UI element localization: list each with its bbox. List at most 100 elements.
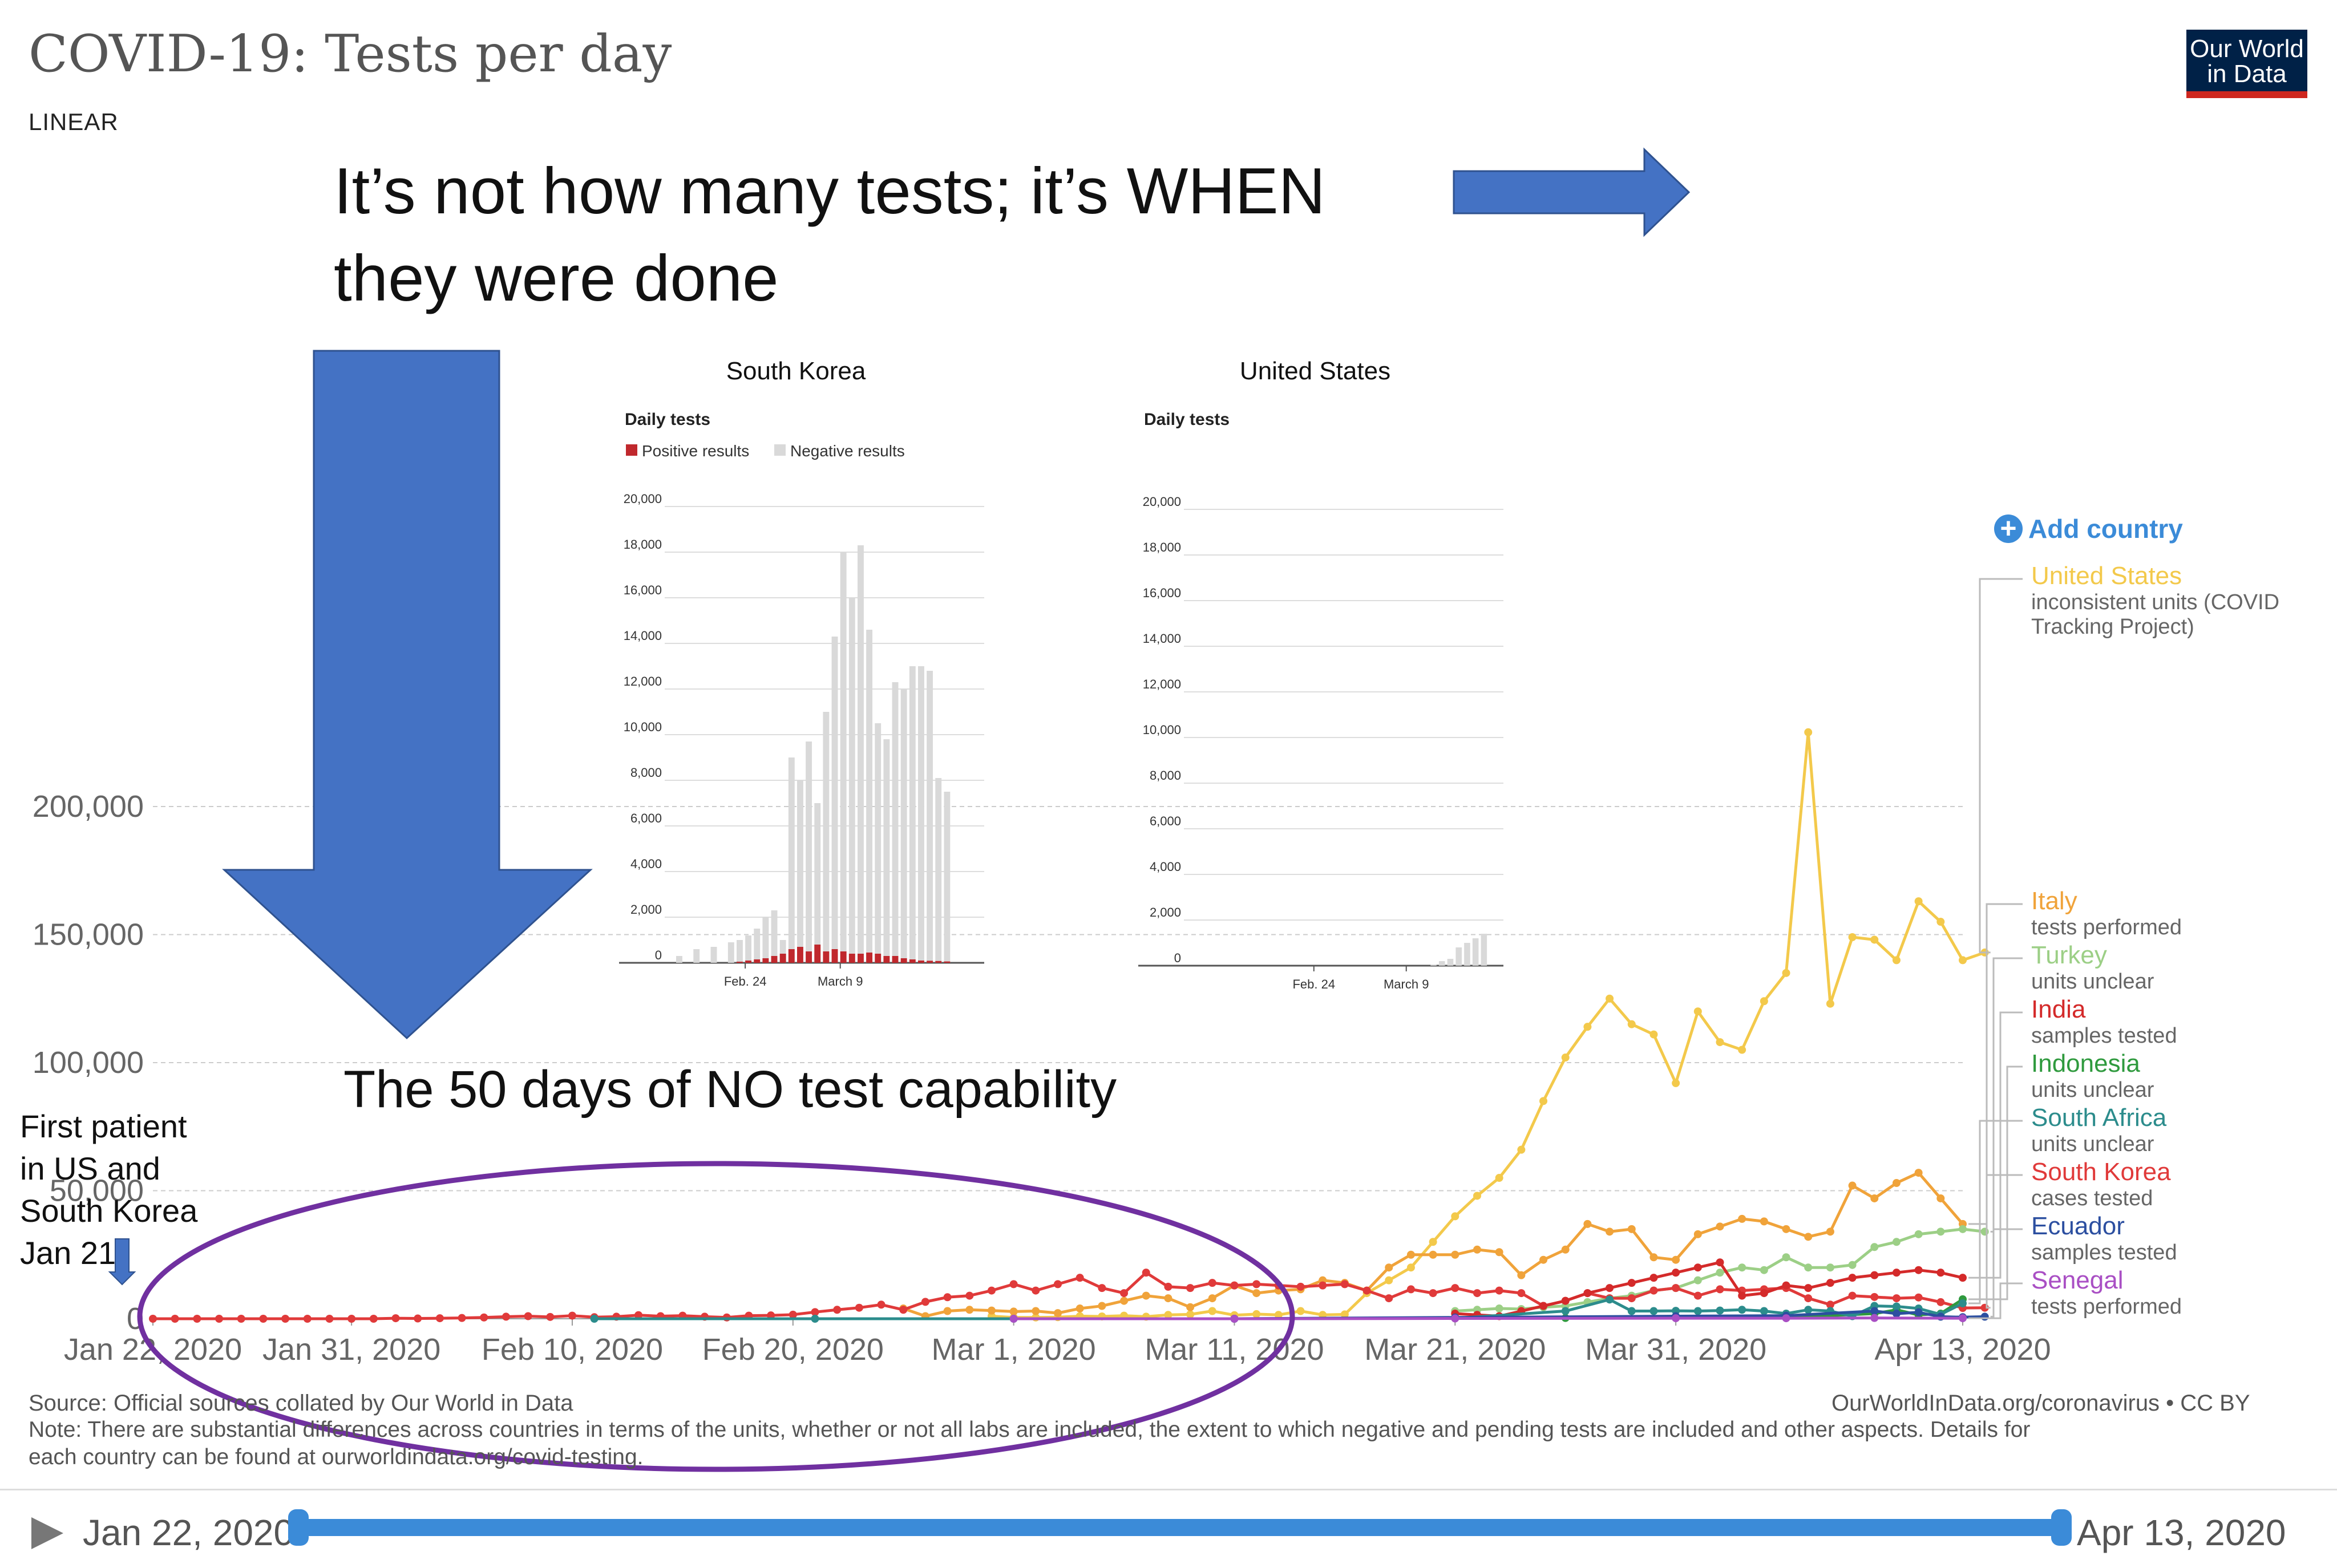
owid-logo[interactable]: Our World in Data xyxy=(2186,30,2307,98)
inset-bar xyxy=(1438,961,1445,966)
timeline-end-label: Apr 13, 2020 xyxy=(2077,1512,2286,1553)
legend-units: units unclear xyxy=(2031,1132,2154,1156)
data-point xyxy=(1561,1307,1570,1315)
data-point xyxy=(1870,1271,1879,1279)
legend-item-south-africa[interactable]: South Africa units unclear xyxy=(2031,1104,2166,1157)
data-point xyxy=(149,1315,157,1323)
plus-icon: + xyxy=(1994,514,2023,543)
data-point xyxy=(1959,1299,1967,1308)
data-point xyxy=(435,1314,444,1323)
data-point xyxy=(1075,1274,1084,1282)
license-link[interactable]: OurWorldInData.org/coronavirus • CC BY xyxy=(1831,1391,2250,1416)
inset-bar xyxy=(762,917,769,963)
data-point xyxy=(1693,1291,1702,1300)
data-point xyxy=(1870,1307,1879,1315)
data-point xyxy=(1848,1291,1857,1300)
data-point xyxy=(1826,999,1834,1008)
south-korea-inset-chart: South Korea Daily tests Positive results Ne… xyxy=(619,357,984,988)
data-point xyxy=(1451,1284,1459,1293)
data-point xyxy=(1627,1307,1636,1315)
inset-y-tick: 10,000 xyxy=(624,720,662,734)
inset-bar-positive xyxy=(892,956,899,963)
footer-divider xyxy=(0,1489,2337,1490)
legend-item-south-korea[interactable]: South Korea cases tested xyxy=(2031,1158,2171,1211)
note-line-1: Note: There are substantial differences … xyxy=(29,1417,2031,1442)
data-point xyxy=(1075,1304,1084,1313)
inset-bar xyxy=(918,666,924,963)
inset-y-tick: 10,000 xyxy=(1143,723,1181,737)
data-point xyxy=(1649,1253,1658,1262)
data-point xyxy=(1936,1298,1945,1306)
data-point xyxy=(943,1307,952,1315)
timeline-end-handle[interactable] xyxy=(2051,1509,2072,1546)
inset-legend-negative: Negative results xyxy=(790,442,905,460)
timeline-start-handle[interactable] xyxy=(288,1509,309,1546)
data-point xyxy=(1826,1300,1834,1309)
data-point xyxy=(1009,1280,1018,1289)
legend-connector xyxy=(1990,1228,2023,1318)
data-point xyxy=(1451,1314,1459,1323)
inset-bar-positive xyxy=(900,958,907,963)
legend-name: Ecuador xyxy=(2031,1212,2125,1240)
inset-bar-positive xyxy=(771,956,778,963)
data-point xyxy=(1804,1263,1813,1272)
inset-bar-positive xyxy=(779,954,786,963)
legend-item-turkey[interactable]: Turkey units unclear xyxy=(2031,941,2154,994)
data-point xyxy=(1098,1284,1106,1293)
scale-toggle-linear[interactable]: LINEAR xyxy=(29,108,119,135)
data-point xyxy=(1914,1169,1923,1177)
data-point xyxy=(524,1312,532,1320)
data-point xyxy=(1627,1294,1636,1303)
data-point xyxy=(1473,1289,1481,1298)
data-point xyxy=(1716,1306,1724,1315)
timeline-slider-track[interactable] xyxy=(294,1519,2063,1536)
data-point xyxy=(1142,1269,1150,1277)
legend-connector xyxy=(1990,957,2023,1233)
data-point xyxy=(1539,1302,1548,1310)
data-point xyxy=(943,1293,952,1302)
legend-item-indonesia[interactable]: Indonesia units unclear xyxy=(2031,1050,2154,1103)
data-point xyxy=(171,1315,179,1323)
x-tick-label: Mar 31, 2020 xyxy=(1585,1332,1766,1367)
legend-item-united-states[interactable]: United States inconsistent units (COVID Tr… xyxy=(2031,562,2279,639)
add-country-button[interactable]: + Add country xyxy=(1994,513,2183,544)
inset-y-tick: 18,000 xyxy=(1143,540,1181,554)
legend-item-senegal[interactable]: Senegal tests performed xyxy=(2031,1266,2182,1319)
inset-bar-positive xyxy=(935,961,942,963)
play-icon[interactable] xyxy=(31,1517,63,1549)
data-point xyxy=(1406,1250,1415,1259)
data-point xyxy=(1385,1294,1393,1303)
data-point xyxy=(965,1291,974,1300)
inset-bar-positive xyxy=(944,961,951,963)
legend-connectors xyxy=(1968,578,2023,1319)
data-point xyxy=(1672,1314,1680,1323)
legend-item-ecuador[interactable]: Ecuador samples tested xyxy=(2031,1212,2177,1265)
data-point xyxy=(921,1298,929,1306)
x-tick-label: Feb 20, 2020 xyxy=(702,1332,884,1367)
inset-bar-positive xyxy=(918,961,924,963)
inset-y-tick: 6,000 xyxy=(630,811,662,825)
data-point xyxy=(1672,1284,1680,1293)
inset-bar-positive xyxy=(875,954,882,963)
data-point xyxy=(1892,1294,1901,1303)
legend-units: units unclear xyxy=(2031,1078,2154,1102)
inset-bar xyxy=(727,942,734,963)
data-point xyxy=(1649,1274,1658,1282)
inset-y-tick: 4,000 xyxy=(1150,860,1181,874)
inset-y-tick: 8,000 xyxy=(1150,768,1181,783)
data-point xyxy=(1495,1304,1503,1313)
legend-item-india[interactable]: India samples tested xyxy=(2031,995,2177,1048)
legend-units: inconsistent units (COVID xyxy=(2031,590,2280,614)
data-point xyxy=(458,1314,466,1322)
inset-title: South Korea xyxy=(726,357,866,385)
data-point xyxy=(1738,1263,1746,1272)
legend-name: Italy xyxy=(2031,887,2077,915)
data-point xyxy=(1606,1227,1614,1236)
data-point xyxy=(502,1312,510,1321)
inset-legend-swatch-positive xyxy=(626,444,637,456)
inset-bar xyxy=(788,757,795,963)
inset-bar-positive xyxy=(848,954,855,963)
legend-item-italy[interactable]: Italy tests performed xyxy=(2031,887,2182,940)
